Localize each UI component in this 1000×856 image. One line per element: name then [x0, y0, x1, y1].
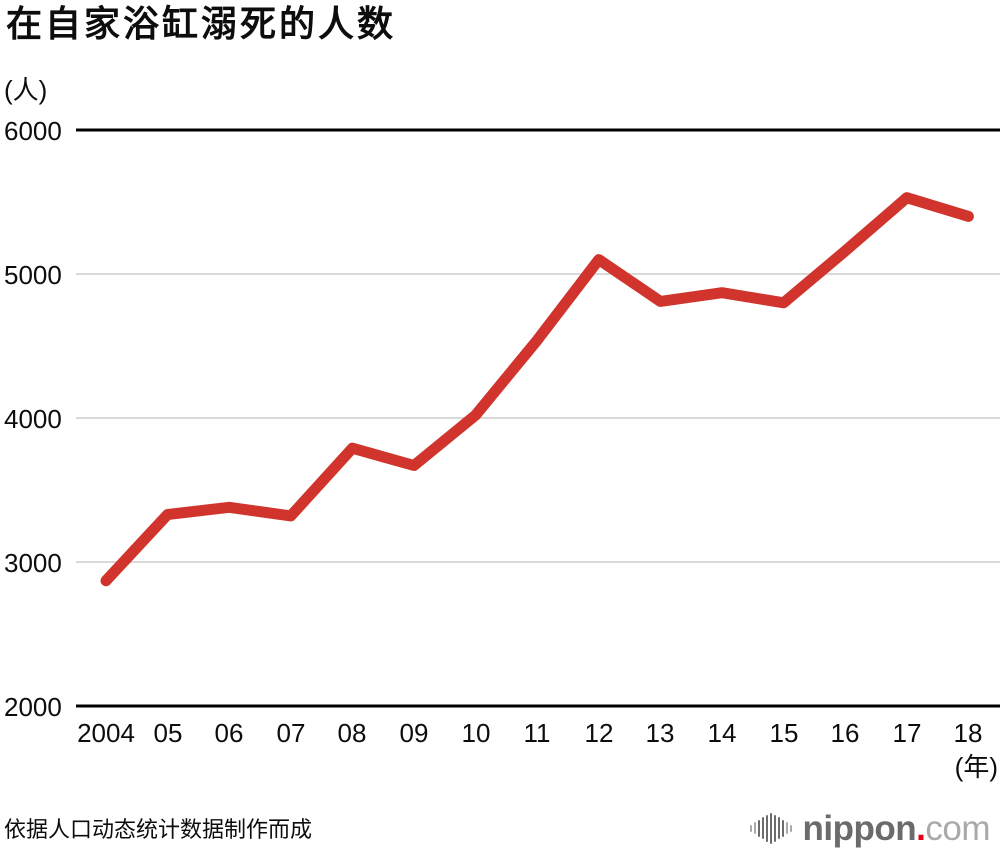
x-tick-label: 13 — [646, 718, 675, 748]
x-tick-label: 09 — [400, 718, 429, 748]
chart-footer: 依据人口动态统计数据制作而成 nippon.com — [4, 806, 990, 850]
source-note: 依据人口动态统计数据制作而成 — [4, 817, 313, 842]
x-tick-label: 15 — [770, 718, 799, 748]
x-tick-label: 11 — [524, 718, 551, 748]
chart-title: 在自家浴缸溺死的人数 — [6, 3, 397, 44]
x-tick-label: 07 — [277, 718, 306, 748]
x-tick-label: 17 — [893, 718, 922, 748]
x-tick-label: 10 — [462, 718, 491, 748]
x-tick-label: 18 — [954, 718, 983, 748]
x-tick-label: 12 — [585, 718, 614, 748]
y-tick-label: 3000 — [4, 548, 62, 578]
y-tick-label: 6000 — [4, 116, 62, 146]
data-line — [100, 192, 974, 587]
gridlines — [76, 128, 1000, 708]
y-tick-label: 4000 — [4, 404, 62, 434]
line-chart: 6000 5000 4000 3000 2000 2004 05 06 07 0… — [4, 116, 1000, 782]
x-tick-label: 16 — [831, 718, 860, 748]
y-tick-label: 5000 — [4, 260, 62, 290]
x-tick-label: 14 — [708, 718, 737, 748]
y-axis-labels: 6000 5000 4000 3000 2000 — [4, 116, 62, 722]
nippon-logo: nippon.com — [749, 808, 991, 848]
logo-text-nippon: nippon — [802, 808, 917, 848]
x-axis-unit-label: (年) — [955, 752, 998, 782]
x-tick-label: 06 — [215, 718, 244, 748]
logo-wordmark: nippon.com — [802, 808, 991, 848]
x-tick-label: 05 — [154, 718, 183, 748]
logo-dot: . — [916, 808, 926, 848]
logo-text-com: com — [925, 808, 990, 848]
x-tick-label: 08 — [338, 718, 367, 748]
y-tick-label: 2000 — [4, 692, 62, 722]
x-axis-labels: 2004 05 06 07 08 09 10 11 12 13 14 15 16… — [77, 718, 982, 748]
x-tick-label: 2004 — [77, 718, 135, 748]
soundwave-icon — [749, 812, 794, 844]
y-axis-unit-label: (人) — [4, 75, 48, 105]
